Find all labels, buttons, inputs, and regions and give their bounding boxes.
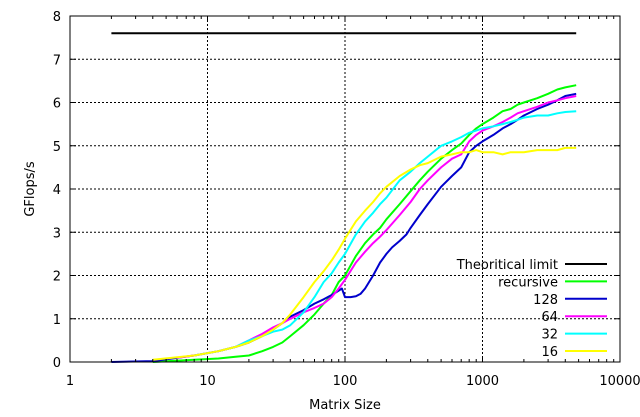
series-line-32	[194, 110, 577, 357]
y-axis-title: GFlops/s	[23, 161, 38, 217]
y-tick-label: 2	[53, 270, 61, 285]
legend: Theoritical limit recursive 128 64 32 16	[456, 258, 607, 360]
legend-label: recursive	[498, 275, 558, 290]
series-line-recursive	[152, 84, 577, 363]
x-tick-label: 100	[333, 374, 358, 389]
series-line-128	[111, 92, 577, 363]
x-axis-title: Matrix Size	[309, 398, 381, 413]
series-layer	[111, 32, 577, 363]
legend-label: 64	[541, 310, 558, 325]
y-tick-label: 6	[53, 97, 61, 112]
legend-label: 32	[541, 328, 558, 343]
series-line-16	[152, 146, 577, 361]
y-tick-label: 4	[53, 183, 61, 198]
grid-layer	[70, 16, 620, 362]
y-tick-label: 1	[53, 313, 61, 328]
x-tick-label: 10	[199, 374, 216, 389]
y-tick-label: 0	[53, 356, 61, 371]
legend-label: 128	[533, 293, 558, 308]
x-tick-label: 10000	[599, 374, 640, 389]
x-tick-label: 1	[66, 374, 74, 389]
y-tick-label: 8	[53, 10, 61, 25]
x-tick-label: 1000	[466, 374, 499, 389]
series-line-64	[176, 95, 577, 359]
y-tick-label: 7	[53, 53, 61, 68]
y-tick-label: 3	[53, 226, 61, 241]
legend-label: Theoritical limit	[456, 258, 558, 273]
y-tick-label: 5	[53, 140, 61, 155]
legend-label: 16	[541, 345, 558, 360]
